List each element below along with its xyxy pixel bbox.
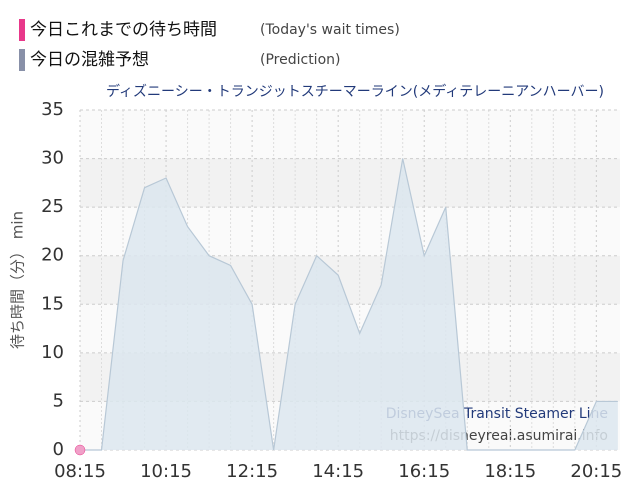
legend-label: 今日の混雑予想: [30, 50, 149, 70]
legend-swatch: [19, 49, 25, 71]
grid-band: [80, 110, 620, 159]
x-tick-label: 20:15: [570, 461, 622, 482]
y-axis-label: 待ち時間（分） min: [9, 211, 27, 349]
y-tick-label: 30: [41, 148, 64, 169]
y-tick-label: 25: [41, 196, 64, 217]
y-tick-label: 0: [53, 439, 64, 460]
y-tick-label: 20: [41, 245, 64, 266]
y-tick-label: 35: [41, 99, 64, 120]
x-tick-label: 14:15: [312, 461, 364, 482]
x-tick-label: 08:15: [54, 461, 106, 482]
legend-note: (Prediction): [260, 52, 340, 68]
x-tick-label: 18:15: [484, 461, 536, 482]
today-point: [74, 444, 86, 456]
area-line: [80, 158, 618, 451]
chart-title: ディズニーシー・トランジットスチーマーライン(メディテレーニアンハーバー): [106, 83, 604, 100]
x-tick-label: 12:15: [226, 461, 278, 482]
legend-label: 今日これまでの待ち時間: [30, 20, 217, 40]
legend-note: (Today's wait times): [260, 22, 400, 38]
x-tick-label: 16:15: [398, 461, 450, 482]
y-tick-label: 10: [41, 342, 64, 363]
y-tick-label: 15: [41, 293, 64, 314]
x-tick-label: 10:15: [140, 461, 192, 482]
y-tick-label: 5: [53, 390, 64, 411]
legend-swatch: [19, 19, 25, 41]
area-fill: [80, 158, 618, 451]
